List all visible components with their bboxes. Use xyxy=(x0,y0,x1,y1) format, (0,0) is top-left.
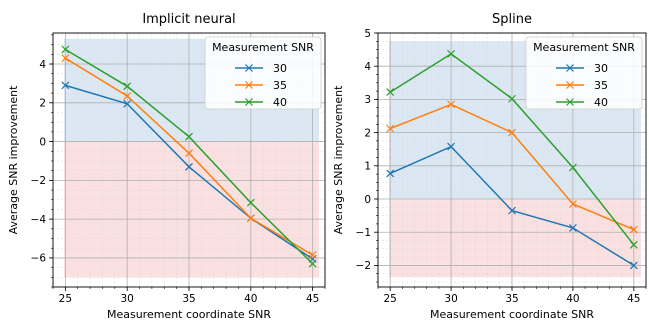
data-point xyxy=(629,225,638,234)
legend-box xyxy=(204,36,322,110)
y-tick-label: 4 xyxy=(364,61,371,73)
data-point xyxy=(185,149,193,158)
data-point xyxy=(447,49,456,58)
x-tick-label: 25 xyxy=(383,293,396,305)
data-point xyxy=(447,100,456,109)
data-point xyxy=(185,132,193,141)
legend-marker xyxy=(566,64,574,72)
data-point xyxy=(123,82,132,91)
y-tick-label: −2 xyxy=(356,260,371,272)
data-point xyxy=(246,214,255,223)
data-point xyxy=(386,169,395,178)
y-tick-label: 3 xyxy=(364,94,371,106)
y-tick-label: 2 xyxy=(364,127,371,139)
data-point xyxy=(185,162,193,171)
x-tick-label: 35 xyxy=(505,293,518,305)
legend-marker xyxy=(245,98,253,106)
data-point xyxy=(508,128,516,137)
x-tick-label: 30 xyxy=(120,293,133,305)
data-point xyxy=(308,251,317,259)
x-tick-label: 45 xyxy=(306,293,319,305)
data-point xyxy=(386,124,395,133)
data-point xyxy=(308,259,317,268)
x-tick-label: 40 xyxy=(566,293,579,305)
y-tick-label: 0 xyxy=(39,136,46,148)
chart-panel-1: 25 30 35 40 45 4 2 0 −2 −4 −6 Implicit neural Measur… xyxy=(7,12,326,321)
data-point xyxy=(123,92,132,100)
chart-title: Implicit neural xyxy=(142,12,235,27)
chart-panel-2: 25 30 35 40 45 5 4 3 2 1 0 −1 −2 Spline Measurement co… xyxy=(332,12,647,321)
data-point xyxy=(246,198,255,207)
legend-marker xyxy=(245,64,253,72)
legend-marker xyxy=(245,81,253,89)
data-point xyxy=(568,200,577,208)
y-tick-label: −1 xyxy=(356,227,371,239)
x-tick-label: 40 xyxy=(244,293,257,305)
x-tick-label: 45 xyxy=(627,293,640,305)
y-tick-label: −2 xyxy=(31,175,46,187)
legend: Measurement SNR 30 35 40 xyxy=(204,36,322,110)
data-point xyxy=(568,223,577,232)
legend-label: 30 xyxy=(273,62,287,75)
y-axis-label: Average SNR improvement xyxy=(7,85,20,235)
legend-title: Measurement SNR xyxy=(212,41,314,54)
x-tick-label: 25 xyxy=(59,293,72,305)
y-tick-label: 2 xyxy=(39,98,46,110)
data-point xyxy=(568,163,577,172)
data-point xyxy=(629,261,638,270)
legend-marker xyxy=(566,98,574,106)
data-point xyxy=(61,45,70,54)
legend-box xyxy=(525,36,643,110)
data-point xyxy=(61,54,70,63)
legend-label: 35 xyxy=(273,79,287,92)
y-tick-label: 4 xyxy=(39,59,46,71)
y-axis-label: Average SNR improvement xyxy=(332,85,345,235)
data-point xyxy=(629,240,638,249)
y-tick-label: 5 xyxy=(364,28,371,40)
legend-label: 40 xyxy=(594,96,608,109)
y-tick-label: 1 xyxy=(364,161,371,173)
x-axis-label: Measurement coordinate SNR xyxy=(430,308,594,321)
y-tick-label: −4 xyxy=(31,214,47,226)
y-tick-label: −6 xyxy=(31,253,47,265)
data-point xyxy=(123,99,132,108)
legend-label: 40 xyxy=(273,96,287,109)
x-axis-label: Measurement coordinate SNR xyxy=(107,308,271,321)
x-tick-label: 35 xyxy=(182,293,195,305)
legend-label: 30 xyxy=(594,62,608,75)
legend: Measurement SNR 30 35 40 xyxy=(525,36,643,110)
data-point xyxy=(508,94,516,103)
legend-title: Measurement SNR xyxy=(533,41,635,54)
data-point xyxy=(61,81,70,90)
y-tick-label: 0 xyxy=(364,194,371,206)
chart-title: Spline xyxy=(492,12,532,27)
data-point xyxy=(386,88,395,97)
x-tick-label: 30 xyxy=(444,293,457,305)
data-point xyxy=(447,142,456,151)
legend-label: 35 xyxy=(594,79,608,92)
data-point xyxy=(508,206,516,215)
legend-marker xyxy=(566,81,574,89)
